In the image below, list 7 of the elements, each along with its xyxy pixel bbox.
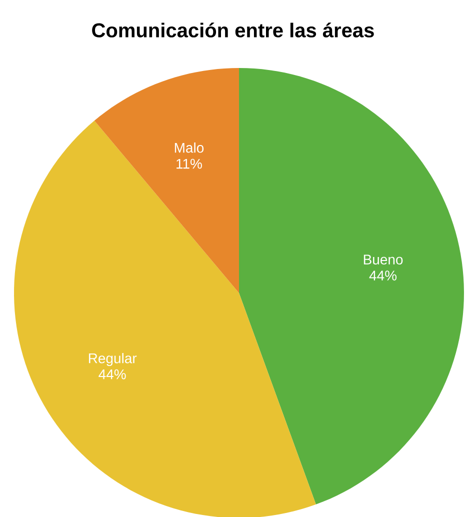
data-label: 11% xyxy=(176,158,202,169)
data-label: 44% xyxy=(369,270,397,280)
slice-label: Malo xyxy=(174,142,204,153)
slice-label: Bueno xyxy=(364,254,403,265)
chart-title: Comunicación entre las áreas xyxy=(92,22,374,38)
slice-label: Regular xyxy=(88,353,137,366)
data-label: 44% xyxy=(98,369,126,380)
